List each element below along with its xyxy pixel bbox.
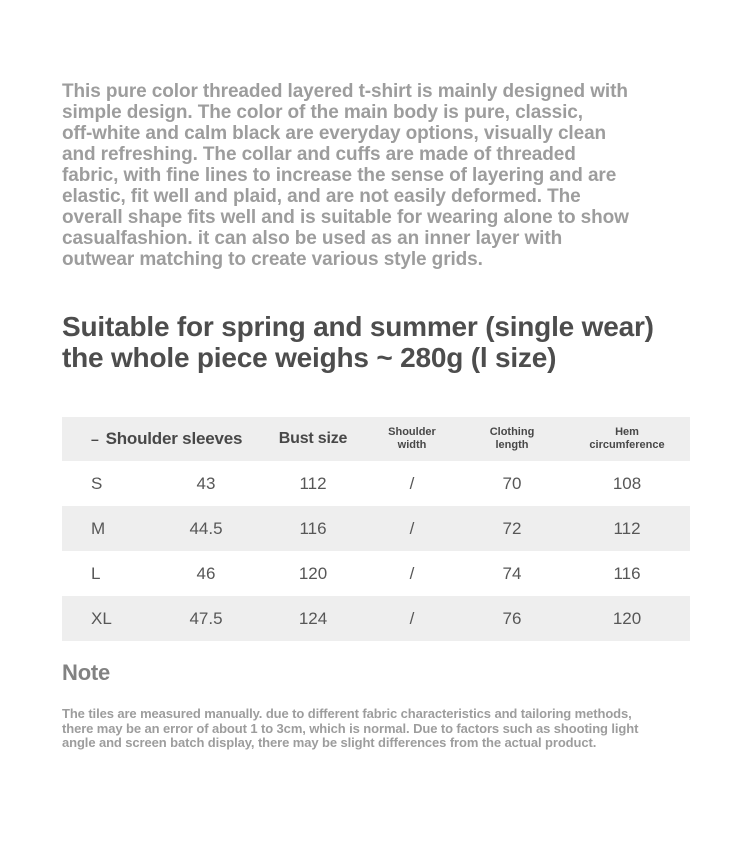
size-chart-header-row: – Shoulder sleeves Bust size Shoulder wid… [62, 417, 690, 461]
size-label: L [91, 563, 101, 583]
size-chart-table: – Shoulder sleeves Bust size Shoulder wid… [62, 417, 690, 641]
bust-size-value: 124 [298, 608, 328, 628]
header-shoulder-sleeves-label: Shoulder sleeves [105, 429, 243, 448]
shoulder-width-value: / [409, 473, 415, 493]
shoulder-width-value: / [409, 608, 415, 628]
hem-circumference-value: 120 [612, 608, 642, 628]
size-label: M [91, 518, 106, 538]
size-row-xl: XL 47.5 124 / 76 120 [62, 596, 690, 641]
header-bust-size: Bust size [278, 430, 348, 447]
shoulder-width-value: / [409, 518, 415, 538]
shoulder-sleeves-value: 46 [196, 563, 216, 583]
size-label: XL [91, 608, 112, 628]
bust-size-value: 120 [298, 563, 328, 583]
size-row-s: S 43 112 / 70 108 [62, 461, 690, 506]
hem-circumference-value: 116 [613, 563, 641, 583]
header-shoulder-width: Shoulder width [388, 426, 436, 451]
shoulder-sleeves-value: 47.5 [189, 608, 223, 628]
shoulder-sleeves-value: 44.5 [189, 518, 223, 538]
bust-size-value: 116 [299, 518, 327, 538]
clothing-length-value: 72 [502, 518, 522, 538]
clothing-length-value: 76 [502, 608, 522, 628]
header-shoulder-sleeves: – Shoulder sleeves [62, 417, 262, 461]
header-hem-circumference: Hem circumference [589, 426, 665, 451]
size-corner-dash: – [91, 431, 99, 447]
size-row-m: M 44.5 116 / 72 112 [62, 506, 690, 551]
hem-circumference-value: 108 [612, 473, 642, 493]
clothing-length-value: 70 [502, 473, 522, 493]
note-heading: Note [62, 660, 111, 685]
note-body-text: The tiles are measured manually. due to … [62, 706, 639, 750]
product-description-paragraph: This pure color threaded layered t-shirt… [62, 81, 629, 270]
size-row-l: L 46 120 / 74 116 [62, 551, 690, 596]
bust-size-value: 112 [299, 473, 327, 493]
product-description-page: This pure color threaded layered t-shirt… [62, 81, 690, 750]
size-label: S [91, 473, 103, 493]
header-clothing-length: Clothing length [489, 426, 535, 451]
suitability-headline: Suitable for spring and summer (single w… [62, 311, 654, 373]
shoulder-sleeves-value: 43 [196, 473, 216, 493]
hem-circumference-value: 112 [613, 518, 641, 538]
clothing-length-value: 74 [502, 563, 522, 583]
shoulder-width-value: / [409, 563, 415, 583]
